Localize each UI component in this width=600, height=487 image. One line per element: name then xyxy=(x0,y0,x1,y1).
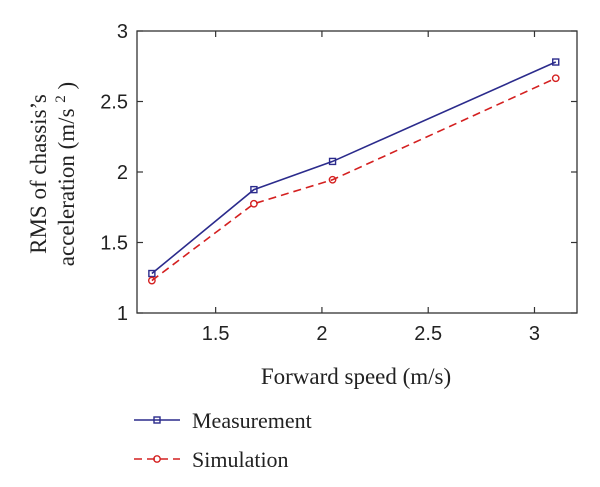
series-group xyxy=(147,58,560,285)
series-line-simulation xyxy=(151,77,557,282)
y-tick-label: 2.5 xyxy=(100,92,128,114)
legend: Measurement Simulation xyxy=(134,408,312,472)
series-measurement xyxy=(148,58,560,278)
y-axis-label-line2-end: ) xyxy=(54,82,79,90)
x-tick-label: 3 xyxy=(529,323,540,345)
y-tick-label: 1.5 xyxy=(100,233,128,255)
legend-marker-measurement xyxy=(153,416,161,424)
x-tick-label: 2 xyxy=(316,323,327,345)
legend-marker-simulation xyxy=(153,455,161,463)
data-point-simulation xyxy=(328,175,337,184)
y-tick-label: 1 xyxy=(117,303,128,325)
data-point-measurement xyxy=(250,185,258,194)
data-point-measurement xyxy=(328,157,337,166)
data-point-measurement xyxy=(552,58,560,66)
series-simulation xyxy=(147,74,560,285)
series-line-measurement xyxy=(151,61,557,275)
y-axis-label-line2-main: acceleration (m/s xyxy=(54,108,79,266)
y-axis-ticks: 1 1.5 2 2.5 3 xyxy=(100,21,577,325)
plot-frame xyxy=(136,30,578,314)
x-tick-label: 1.5 xyxy=(202,323,230,345)
legend-label-simulation: Simulation xyxy=(192,447,289,472)
x-axis-ticks: 1.5 2 2.5 3 xyxy=(202,31,540,345)
legend-label-measurement: Measurement xyxy=(192,408,312,433)
x-tick-label: 2.5 xyxy=(414,323,442,345)
plot-area xyxy=(136,30,578,314)
data-point-measurement xyxy=(148,269,156,278)
y-axis-label: RMS of chassis’s acceleration (m/s 2 ) xyxy=(26,82,79,266)
x-axis-label: Forward speed (m/s) xyxy=(261,364,451,389)
data-point-simulation xyxy=(551,74,560,83)
y-axis-label-superscript: 2 xyxy=(53,95,69,103)
data-point-simulation xyxy=(250,199,258,208)
y-tick-label: 3 xyxy=(117,21,128,43)
y-axis-label-line2: acceleration (m/s 2 ) xyxy=(45,82,79,266)
data-point-simulation xyxy=(147,276,156,285)
y-tick-label: 2 xyxy=(117,162,128,184)
y-axis-label-line1: RMS of chassis’s xyxy=(26,94,51,254)
